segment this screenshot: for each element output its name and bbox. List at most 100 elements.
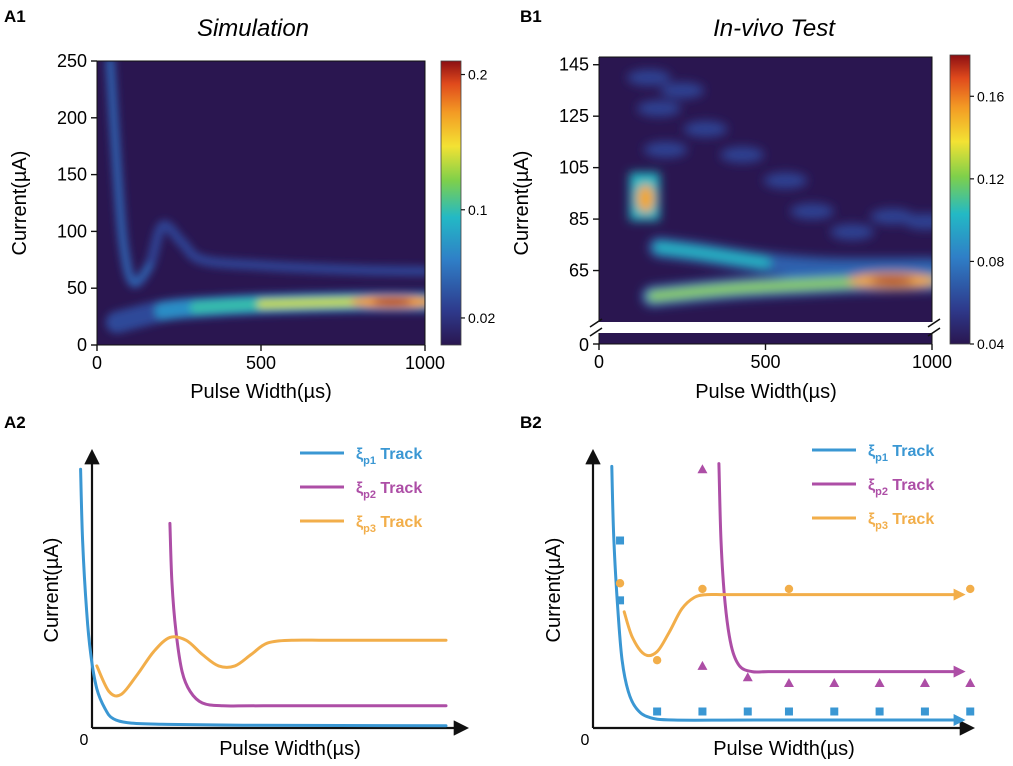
data-point-square <box>616 536 625 545</box>
heat-patch-b1 <box>683 121 728 138</box>
legend-label-p2: ξp2 Track <box>356 480 422 501</box>
axes-b1: 0 500 1000 65 85 105 125 145 0 <box>559 55 952 372</box>
legend-subscript: p1 <box>875 452 888 464</box>
x-axis-label-a1: Pulse Width(µs) <box>190 381 332 403</box>
colorbar-tick-label-0: 0.1 <box>468 202 488 218</box>
legend-symbol: ξ <box>868 443 876 460</box>
heat-patch-b1 <box>636 100 681 117</box>
y-tick-label-1: 65 <box>569 261 589 281</box>
heat-patch-b1 <box>903 213 932 230</box>
heat-blobs-a1 <box>105 61 425 334</box>
colorbar-tick-label-1: 0.16 <box>977 88 1004 104</box>
data-point-square <box>875 707 884 716</box>
legend-label-p1: ξp1 Track <box>868 443 934 464</box>
x-tick-label-0: 500 <box>246 353 276 373</box>
panel-label-b2: B2 <box>520 413 542 432</box>
panel-label-b1: B1 <box>520 7 542 26</box>
heat-hotspot-a1 <box>372 298 413 305</box>
data-point-triangle <box>874 678 885 687</box>
y-tick-label-0: 150 <box>57 165 87 185</box>
chart-title-b1: In-vivo Test <box>713 15 836 42</box>
chart-title-a1: Simulation <box>197 15 309 42</box>
data-point-triangle <box>829 678 840 687</box>
legend-suffix: Track <box>888 511 934 528</box>
data-point-square <box>616 596 625 605</box>
legend-symbol: ξ <box>356 514 364 531</box>
colorbar-a1 <box>440 60 462 346</box>
data-point-square <box>830 707 839 716</box>
series-line-p3 <box>622 588 966 658</box>
heat-patch-b1 <box>790 203 835 220</box>
data-point-circle <box>966 584 975 594</box>
heat-patch-b1 <box>660 82 705 99</box>
y-axis-label-a2: Current(µA) <box>41 538 63 643</box>
data-point-circle <box>698 584 707 594</box>
origin-label-a2: 0 <box>80 732 89 749</box>
colorbar-tick-label-0: 0.2 <box>468 67 488 83</box>
heat-band-mid-core-b1 <box>653 242 771 268</box>
series-line-p2 <box>168 521 448 708</box>
x-tick-label-1: 1000 <box>912 352 952 372</box>
axis-break-gap-b1 <box>596 322 936 333</box>
x-tick-label-1: 0 <box>594 352 604 372</box>
y-tick-label-0: 250 <box>57 51 87 71</box>
x-tick-label-0: 1000 <box>405 353 445 373</box>
y-tick-label-0: 50 <box>67 278 87 298</box>
y-axis-label-b2: Current(µA) <box>543 538 565 643</box>
colorbar-tick-label-1: 0.12 <box>977 171 1004 187</box>
legend-subscript: p3 <box>363 523 376 535</box>
heat-blobs-b1 <box>626 69 932 307</box>
colorbar-b1 <box>949 54 971 345</box>
data-point-square <box>784 707 793 716</box>
axis-break-marks-b1 <box>589 318 941 337</box>
heatmap-features-b1 <box>626 69 932 307</box>
data-point-circle <box>615 579 625 588</box>
legend-label-p1: ξp1 Track <box>356 446 422 467</box>
legend-label-p3: ξp3 Track <box>356 514 422 535</box>
y-tick-label-0: 200 <box>57 108 87 128</box>
y-axis-label-a1: Current(µA) <box>9 151 31 256</box>
heat-patch-b1 <box>763 172 808 189</box>
data-point-square <box>743 707 752 716</box>
legend-subscript: p1 <box>363 455 376 467</box>
plot-area-b2 <box>610 462 976 726</box>
data-point-circle <box>784 584 794 594</box>
panel-b1: B1 In-vivo Test 0 500 1000 65 85 105 125 145 0 0… <box>511 7 1004 403</box>
legend-symbol: ξ <box>356 446 364 463</box>
data-point-triangle <box>697 660 708 670</box>
data-point-triangle <box>742 672 753 682</box>
series-line-p2 <box>717 462 966 678</box>
x-axis-label-b1: Pulse Width(µs) <box>695 381 837 403</box>
heat-patch-b1 <box>643 141 688 158</box>
legend-suffix: Track <box>376 514 422 531</box>
y-tick-label-1: 85 <box>569 209 589 229</box>
legend-subscript: p3 <box>875 520 888 532</box>
legend-label-p3: ξp3 Track <box>868 511 934 532</box>
y-tick-label-zero-b1: 0 <box>579 335 589 355</box>
heatmap-features-a1 <box>105 61 425 334</box>
heat-patch-b1 <box>626 69 671 86</box>
x-axis-label-b2: Pulse Width(µs) <box>713 738 855 760</box>
data-point-triangle <box>919 678 930 687</box>
data-point-square <box>653 707 662 716</box>
panel-a2: A2 0 Pulse Width(µs) Current(µA) ξp1 Tra… <box>4 413 470 760</box>
colorbar-tick-label-0: 0.02 <box>468 310 495 326</box>
origin-label-b2: 0 <box>581 732 590 749</box>
legend-suffix: Track <box>888 477 934 494</box>
y-tick-label-1: 125 <box>559 106 589 126</box>
series-line-p1 <box>610 464 966 726</box>
panel-label-a1: A1 <box>4 7 26 26</box>
data-point-triangle <box>783 678 794 687</box>
data-point-square <box>966 707 975 716</box>
y-tick-label-0: 100 <box>57 221 87 241</box>
axes-a1: 0 500 1000 0 50 100 150 200 250 <box>57 51 445 373</box>
series-line-p1 <box>79 467 448 728</box>
series-line-p3 <box>95 635 448 698</box>
heat-hotspot-right-b1 <box>870 276 915 285</box>
legend-symbol: ξ <box>356 480 364 497</box>
x-axis-label-a2: Pulse Width(µs) <box>219 738 361 760</box>
plot-area-a2 <box>79 467 448 728</box>
panel-a1: A1 Simulation 0 500 1000 0 50 100 150 200 250 0.… <box>4 7 495 403</box>
